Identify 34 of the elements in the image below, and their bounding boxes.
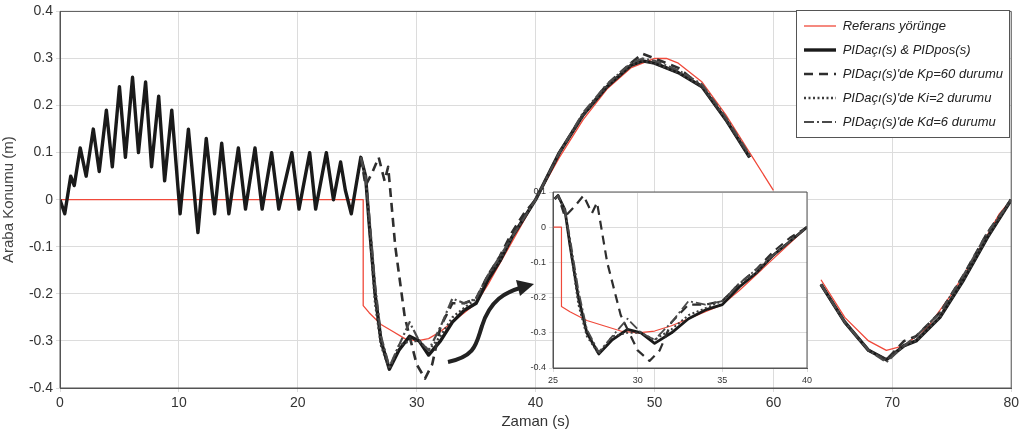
y-tick-label: -0.2 — [28, 284, 54, 301]
y-tick-label: -0.3 — [530, 327, 546, 338]
y-tick-label: -0.2 — [530, 292, 546, 303]
y-tick-label: -0.3 — [28, 331, 54, 348]
x-tick-label: 50 — [646, 394, 663, 411]
y-tick-label: 0.1 — [33, 143, 54, 160]
x-tick-label: 60 — [765, 394, 782, 411]
legend-label: PIDaçı(s)'de Ki=2 durumu — [842, 90, 992, 106]
x-tick-label: 10 — [171, 394, 187, 411]
x-tick-label: 30 — [408, 394, 425, 411]
y-tick-label: -0.4 — [28, 378, 54, 395]
y-tick-label: -0.1 — [530, 256, 546, 267]
legend-label: PIDaçı(s)'de Kd=6 durumu — [842, 114, 996, 130]
x-tick-label: 70 — [884, 394, 901, 411]
legend-label: PIDaçı(s) & PIDpos(s) — [842, 42, 971, 58]
y-axis-title: Araba Konumu (m) — [0, 136, 17, 264]
y-tick-label: 0.4 — [33, 2, 54, 19]
x-axis-title: Zaman (s) — [501, 412, 570, 430]
x-tick-label: 25 — [547, 374, 559, 385]
y-tick-label: -0.1 — [28, 237, 54, 254]
y-tick-label: 0 — [540, 221, 546, 232]
x-tick-label: 20 — [290, 394, 306, 411]
x-tick-label: 40 — [527, 394, 544, 411]
y-tick-label: -0.4 — [530, 362, 546, 373]
x-tick-label: 0 — [56, 394, 65, 411]
x-tick-label: 40 — [801, 374, 813, 385]
y-tick-label: 0 — [45, 190, 54, 207]
legend-label: Referans yörünge — [842, 18, 946, 34]
x-tick-label: 30 — [632, 374, 643, 385]
x-tick-label: 80 — [1003, 394, 1020, 411]
y-tick-label: 0.3 — [33, 49, 54, 66]
y-tick-label: 0.2 — [33, 96, 54, 113]
legend-label: PIDaçı(s)'de Kp=60 durumu — [842, 66, 1003, 82]
x-tick-label: 35 — [717, 374, 728, 385]
